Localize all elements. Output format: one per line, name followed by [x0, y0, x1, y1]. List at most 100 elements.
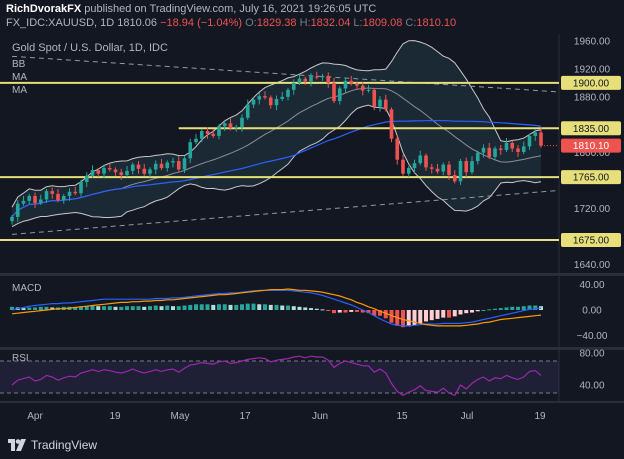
- candle-body: [493, 148, 497, 157]
- price-tick-label: 1640.00: [574, 260, 611, 271]
- open-label: O:: [245, 17, 257, 29]
- macd-histogram-bar: [464, 310, 469, 314]
- legend-title: Gold Spot / U.S. Dollar, 1D, IDC: [12, 42, 168, 54]
- candle-body: [458, 161, 463, 182]
- candle-body: [61, 195, 66, 201]
- candle-body: [136, 164, 141, 169]
- candle-body: [240, 117, 244, 127]
- macd-histogram-bar: [136, 306, 141, 310]
- candle-body: [406, 168, 411, 174]
- rsi-band: [0, 361, 559, 393]
- macd-histogram-bar: [286, 305, 290, 310]
- macd-histogram-bar: [107, 306, 112, 310]
- level-tag: [561, 232, 621, 247]
- price-tick-label: 1800.00: [574, 148, 611, 159]
- legend-ma-1: MA: [12, 72, 27, 83]
- candle-body: [355, 83, 359, 86]
- candle-body: [314, 76, 319, 78]
- macd-histogram-bar: [96, 306, 101, 310]
- macd-histogram-bar: [303, 307, 308, 310]
- macd-histogram-bar: [245, 303, 250, 310]
- macd-histogram-bar: [481, 310, 486, 311]
- chart-header: RichDvorakFX published on TradingView.co…: [0, 0, 624, 30]
- macd-histogram-bar: [228, 304, 233, 310]
- time-axis-label: Apr: [27, 411, 43, 422]
- macd-histogram-bar: [412, 310, 417, 326]
- publisher-name[interactable]: RichDvorakFX: [6, 3, 82, 15]
- macd-label: MACD: [12, 283, 41, 294]
- macd-histogram-bar: [171, 306, 175, 310]
- pane-divider: [0, 273, 624, 276]
- macd-histogram-bar: [176, 306, 181, 310]
- candle-body: [194, 138, 198, 143]
- macd-histogram-bar: [401, 310, 405, 328]
- macd-histogram-bar: [257, 304, 262, 310]
- macd-histogram-bar: [84, 306, 89, 310]
- candle-body: [533, 132, 538, 136]
- macd-tick-label: 40.00: [579, 280, 604, 291]
- candle-body: [257, 96, 262, 100]
- brand-name: TradingView: [31, 438, 98, 452]
- candle-body: [84, 175, 89, 183]
- macd-histogram-bar: [27, 307, 32, 310]
- macd-histogram-bar: [309, 308, 313, 310]
- candle-body: [119, 172, 124, 176]
- macd-histogram-bar: [188, 304, 193, 310]
- candle-body: [268, 97, 273, 106]
- close-label: C:: [405, 17, 417, 29]
- macd-histogram-bar: [349, 310, 354, 312]
- candle-body: [21, 200, 26, 204]
- macd-histogram-bar: [516, 306, 520, 310]
- price-tick-label: 1880.00: [574, 92, 611, 103]
- macd-histogram-bar: [199, 304, 204, 310]
- macd-histogram-bar: [73, 306, 78, 310]
- candle-body: [280, 96, 285, 99]
- macd-histogram-bar: [337, 310, 342, 313]
- candle-body: [516, 148, 520, 152]
- candle-body: [441, 164, 446, 172]
- macd-histogram-bar: [360, 310, 365, 313]
- candle-body: [79, 182, 83, 194]
- macd-histogram-bar: [130, 306, 135, 310]
- candle-body: [429, 167, 434, 169]
- rsi-tick-label: 80.00: [579, 349, 604, 360]
- candle-body: [286, 89, 290, 97]
- time-axis-label: 17: [239, 411, 251, 422]
- candle-body: [326, 75, 331, 83]
- candle-body: [27, 195, 32, 201]
- price-tick-label: 1920.00: [574, 64, 611, 75]
- level-tag-label: 1835.00: [573, 124, 610, 135]
- candle-body: [165, 162, 170, 169]
- macd-histogram-bar: [274, 304, 279, 310]
- level-tag-label: 1675.00: [573, 235, 610, 246]
- macd-histogram-bar: [533, 305, 538, 310]
- time-axis-label: 19: [109, 411, 121, 422]
- macd-histogram-bar: [148, 306, 152, 310]
- candle-body: [33, 195, 37, 203]
- candle-body: [343, 80, 348, 89]
- macd-histogram-bar: [498, 308, 503, 310]
- macd-histogram-bar: [240, 304, 244, 310]
- macd-histogram-bar: [268, 304, 273, 310]
- price-change: −18.94 (−1.04%): [160, 17, 243, 29]
- tradingview-footer[interactable]: TradingView: [8, 436, 97, 454]
- candle-body: [337, 88, 342, 102]
- time-axis-label: Jul: [461, 411, 474, 422]
- candle-body: [360, 85, 365, 91]
- candle-body: [309, 76, 313, 82]
- publisher-line: RichDvorakFX published on TradingView.co…: [6, 3, 376, 16]
- macd-histogram-bar: [234, 304, 239, 310]
- macd-histogram-bar: [194, 304, 198, 310]
- macd-histogram-bar: [153, 305, 158, 310]
- macd-histogram-bar: [418, 310, 423, 324]
- candle-body: [159, 163, 164, 169]
- macd-histogram-bar: [447, 310, 451, 318]
- pane-divider: [0, 401, 624, 403]
- candle-body: [90, 170, 95, 176]
- macd-histogram-bar: [326, 310, 331, 311]
- candle-body: [487, 147, 492, 157]
- candle-body: [349, 80, 354, 84]
- candle-body: [320, 75, 325, 78]
- candle-body: [401, 159, 405, 174]
